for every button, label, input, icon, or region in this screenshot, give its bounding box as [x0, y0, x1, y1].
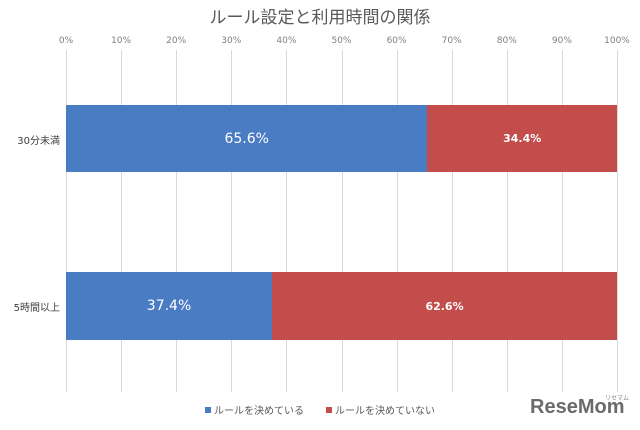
gridline: [451, 50, 453, 392]
x-tick-label: 10%: [111, 36, 132, 46]
bar-segment: 37.4%: [66, 272, 273, 340]
resemom-logo: ReseMom: [530, 396, 625, 418]
gridline: [396, 50, 398, 392]
bar-segment: 62.6%: [272, 272, 617, 340]
gridline: [176, 50, 178, 392]
legend-item: ルールを決めている: [205, 402, 304, 417]
gridline: [561, 50, 563, 392]
x-tick-label: 90%: [551, 36, 572, 46]
gridline: [231, 50, 233, 392]
bar-segment: 34.4%: [427, 105, 617, 172]
bar-segment: 65.6%: [66, 105, 428, 172]
legend-swatch-icon: [326, 406, 332, 413]
chart-title: ルール設定と利用時間の関係: [209, 8, 431, 28]
legend-label: ルールを決めている: [214, 406, 304, 417]
x-tick-label: 50%: [331, 36, 352, 46]
legend-item: ルールを決めていない: [326, 402, 435, 417]
x-tick-label: 70%: [441, 36, 462, 46]
x-tick-label: 60%: [386, 36, 407, 46]
x-tick-label: 20%: [166, 36, 187, 46]
x-tick-label: 30%: [221, 36, 242, 46]
resemom-logo-sub: リセマム: [605, 395, 630, 402]
gridline: [506, 50, 508, 392]
x-tick-label: 80%: [496, 36, 517, 46]
gridline: [341, 50, 343, 392]
legend-swatch-icon: [205, 406, 211, 413]
gridline: [617, 50, 618, 392]
x-tick-label: 40%: [276, 36, 297, 46]
x-tick-label: 100%: [604, 36, 630, 46]
x-tick-label: 0%: [58, 36, 74, 46]
category-label: 30分未満: [17, 135, 60, 147]
category-label: 5時間以上: [13, 303, 60, 314]
legend: ルールを決めている ルールを決めていない: [0, 402, 640, 417]
legend-label: ルールを決めていない: [335, 406, 435, 417]
gridline: [286, 50, 288, 392]
gridline: [66, 50, 67, 392]
gridline: [121, 50, 123, 392]
